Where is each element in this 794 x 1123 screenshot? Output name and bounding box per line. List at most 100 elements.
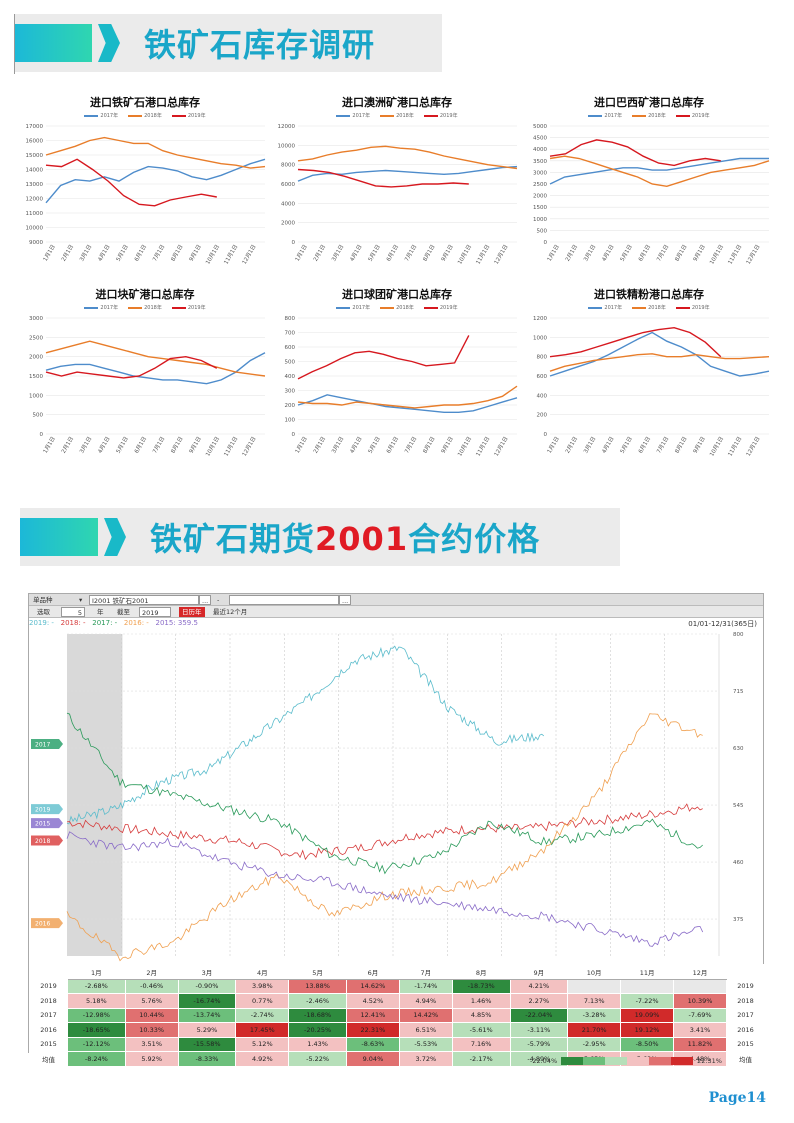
x-tick-label: 11月1日	[475, 436, 492, 458]
change-cell: -7.69%	[673, 1007, 727, 1023]
y-tick-label: 2000	[281, 221, 295, 227]
recent-12-months-button[interactable]: 最近12个月	[213, 608, 248, 616]
change-cell: 5.12%	[235, 1036, 290, 1052]
y-tick-label: 375	[733, 917, 744, 923]
month-header: 4月	[235, 964, 290, 980]
chart-concentrate-inventory: 进口铁精粉港口总库存 2017年 2018年 2019年 1200 1000 800 600 4…	[524, 282, 774, 472]
product-type-select[interactable]: 单品种	[33, 596, 53, 604]
y-tick-label: 400	[537, 393, 548, 399]
calendar-year-button[interactable]: 日历年	[179, 607, 205, 617]
series-line-y2018	[549, 353, 770, 372]
svg-text:2018: 2018	[35, 838, 50, 845]
series-line-y2017	[297, 394, 518, 414]
change-cell: 1.43%	[288, 1036, 347, 1052]
y-tick-label: 10000	[278, 143, 296, 149]
x-tick-label: 1月1日	[546, 436, 561, 455]
x-tick-label: 11月1日	[727, 244, 744, 266]
change-cell: 17.45%	[235, 1022, 290, 1038]
y-tick-label: 10000	[26, 226, 44, 232]
change-cell: -13.74%	[177, 1007, 237, 1023]
legend-item: 2017年	[588, 112, 622, 119]
x-tick-label: 11月1日	[727, 436, 744, 458]
x-tick-label: 6月1日	[637, 436, 652, 455]
chart-legend: 2017年 2018年 2019年	[20, 112, 270, 119]
change-cell: -8.50%	[620, 1036, 675, 1052]
until-year-select[interactable]: 2019	[139, 607, 171, 617]
row-year-label-right: 2019	[726, 978, 765, 994]
section-title: 铁矿石库存调研	[144, 26, 376, 64]
legend-item: 2019年	[675, 112, 710, 119]
x-tick-label: 7月1日	[655, 436, 670, 455]
contract-code-field-2[interactable]	[229, 595, 339, 605]
row-year-label-right: 2015	[726, 1036, 765, 1052]
chevron-down-icon[interactable]: ▾	[79, 596, 83, 604]
y-tick-label: 12000	[26, 197, 44, 203]
x-tick-label: 12月1日	[493, 436, 510, 458]
x-tick-label: 10月1日	[204, 244, 221, 266]
change-cell: -12.98%	[67, 1007, 126, 1023]
x-tick-label: 8月1日	[170, 244, 185, 263]
y-tick-label: 715	[733, 689, 744, 695]
change-cell: -18.68%	[288, 1007, 347, 1023]
y-tick-label: 100	[285, 418, 296, 424]
chart-plot: 17000 16000 15000 14000 13000 12000 11000 10000…	[26, 124, 266, 266]
series-line-y2017	[549, 331, 770, 377]
legend-item: 2018年	[380, 304, 414, 311]
change-cell: -2.74%	[235, 1007, 290, 1023]
y-tick-label: 4000	[281, 201, 295, 207]
y-tick-label: 800	[733, 632, 744, 638]
x-tick-label: 6月1日	[385, 436, 400, 455]
year-tag-2017: 2017	[31, 739, 63, 750]
change-cell	[567, 978, 622, 994]
year-unit-label: 年	[97, 608, 104, 616]
x-tick-label: 3月1日	[582, 244, 597, 263]
series-line-y2019	[549, 139, 721, 167]
y-tick-label: 3000	[29, 316, 43, 322]
change-cell: -7.22%	[620, 993, 675, 1009]
year-tag-2018: 2018	[31, 835, 63, 846]
change-cell: 22.31%	[345, 1022, 400, 1038]
chart-title: 进口球团矿港口总库存	[342, 288, 452, 301]
x-tick-label: 5月1日	[115, 436, 130, 455]
y-tick-label: 16000	[26, 139, 44, 145]
svg-text:2019: 2019	[35, 807, 50, 814]
years-stepper[interactable]: 5	[61, 607, 85, 617]
y-tick-label: 300	[285, 389, 296, 395]
x-tick-label: 12月1日	[241, 436, 258, 458]
change-cell: 4.85%	[451, 1007, 511, 1023]
change-cell: -2.46%	[288, 993, 347, 1009]
x-tick-label: 10月1日	[456, 244, 473, 266]
contract-picker-button-2[interactable]: ...	[339, 595, 351, 605]
change-cell: -20.25%	[288, 1022, 347, 1038]
legend-item: 2018年	[632, 112, 666, 119]
chart-legend: 2017年 2018年 2019年	[524, 112, 774, 119]
y-tick-label: 0	[292, 432, 296, 438]
y-tick-label: 4000	[533, 147, 547, 153]
legend-item: 2018年	[128, 304, 162, 311]
x-tick-label: 9月1日	[188, 436, 203, 455]
x-tick-label: 3月1日	[330, 244, 345, 263]
change-cell: -5.61%	[451, 1022, 511, 1038]
price-line-y2019	[66, 645, 545, 825]
y-tick-label: 3000	[533, 170, 547, 176]
change-cell: 3.72%	[398, 1051, 453, 1067]
x-tick-label: 6月1日	[637, 244, 652, 263]
table-row: 2018 5.18% 5.76% -16.74% 0.77% -2.46% 4.52% 4.9…	[29, 993, 765, 1009]
svg-text:2016: 2016	[35, 921, 50, 928]
change-cell: -8.33%	[177, 1051, 237, 1067]
change-cell: 21.70%	[567, 1022, 622, 1038]
x-tick-label: 9月1日	[692, 436, 707, 455]
section-header-inventory: 铁矿石库存调研	[14, 14, 442, 72]
x-tick-label: 5月1日	[367, 244, 382, 263]
contract-code-field[interactable]: I2001 铁矿石2001	[89, 595, 199, 605]
toolbar-row-1: 单品种 ▾ I2001 铁矿石2001 ... - ...	[29, 594, 763, 606]
legend-item: 2019年	[675, 304, 710, 311]
x-tick-label: 1月1日	[294, 436, 309, 455]
change-cell: 2.27%	[509, 993, 569, 1009]
series-line-y2019	[549, 326, 722, 358]
y-tick-label: 0	[544, 240, 548, 246]
legend-item: 2017年	[336, 304, 370, 311]
contract-picker-button[interactable]: ...	[199, 595, 211, 605]
x-tick-label: 7月1日	[403, 436, 418, 455]
x-tick-label: 9月1日	[440, 244, 455, 263]
